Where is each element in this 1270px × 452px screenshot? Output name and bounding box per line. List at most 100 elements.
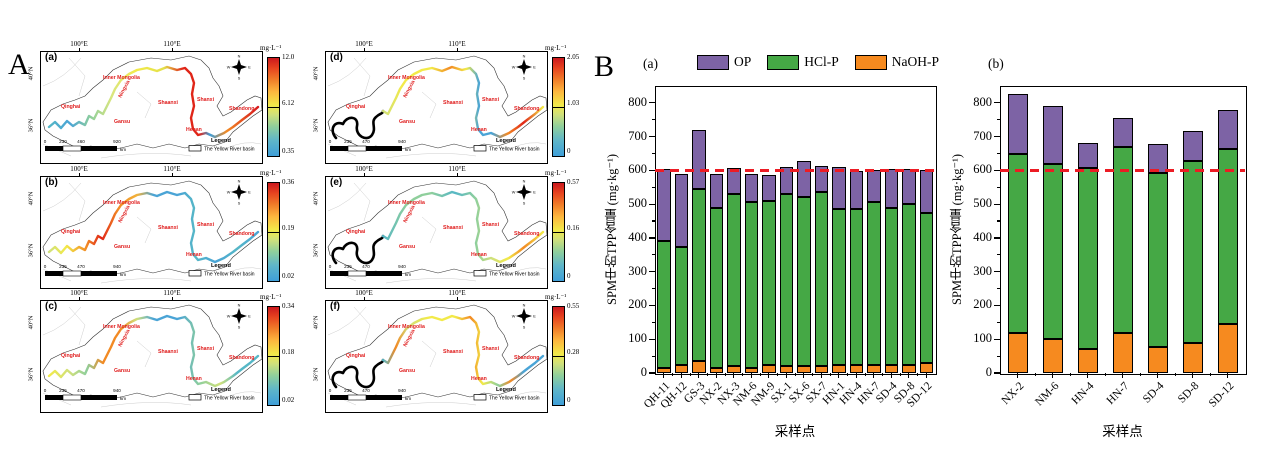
map-panel-label: (e) <box>330 177 343 188</box>
svg-text:Legend: Legend <box>211 387 231 393</box>
bar-segment-naoh-p <box>762 364 776 373</box>
map-panel-a: 100°E 110°E 40°N 36°N Qinghai Gansu Inner … <box>16 40 312 164</box>
map-panel-label: (f) <box>330 301 340 312</box>
lon-tick-mark <box>79 297 80 300</box>
bar-segment-hcl-p <box>727 194 741 367</box>
neighbor-boundary-line <box>42 182 82 212</box>
region-label: Shandong <box>514 231 539 237</box>
lon-tick-mark <box>457 297 458 300</box>
yellow-river-basin-outline <box>42 304 263 400</box>
bar-segment-hcl-p <box>832 208 846 365</box>
colorbar-mid-label: 1.03 <box>567 99 580 107</box>
region-label: Shandong <box>514 106 539 112</box>
bar-segment-op <box>867 170 881 203</box>
x-minor-tick-mark <box>882 373 883 376</box>
lon-tick-mark <box>457 48 458 51</box>
bar-segment-hcl-p <box>814 192 828 367</box>
region-label: Henan <box>471 376 487 382</box>
neighbor-boundary-line <box>511 391 547 398</box>
colorbar <box>267 182 280 282</box>
bar-segment-op <box>832 167 846 209</box>
colorbar-mid-tick <box>268 107 279 108</box>
legend-item-naoh-p: NaOH-P <box>854 54 939 70</box>
scale-bar-tick-label: 0 <box>44 388 47 393</box>
x-tick-mark <box>820 373 822 378</box>
neighbor-boundary-line <box>421 91 437 119</box>
x-tick-mark <box>925 373 927 378</box>
scale-bar-tick-label: 235 <box>344 264 352 269</box>
svg-text:The Yellow River basin: The Yellow River basin <box>204 146 255 152</box>
y-tick-label: 500 <box>628 196 647 211</box>
svg-text:W: W <box>512 191 516 195</box>
reference-line-600 <box>655 169 935 172</box>
y-tick-mark <box>649 304 655 307</box>
neighbor-boundary-line <box>42 306 82 336</box>
x-tick-mark <box>785 373 787 378</box>
y-tick-mark <box>996 287 1000 290</box>
colorbar-mid-label: 0.19 <box>282 224 295 232</box>
y-tick-label: 600 <box>628 162 647 177</box>
lon-tick-label: 100°E <box>70 289 88 297</box>
svg-text:Legend: Legend <box>496 263 516 269</box>
x-minor-tick-mark <box>1034 373 1036 376</box>
bar-segment-hcl-p <box>779 194 793 366</box>
scale-bar-tick-label: 0 <box>44 139 47 144</box>
colorbar-mid-label: 0.28 <box>567 348 580 356</box>
y-tick-mark <box>649 136 655 138</box>
bar-segment-op <box>744 174 758 203</box>
colorbar-unit: mg·L⁻¹ <box>260 169 282 177</box>
region-label: Qinghai <box>61 104 81 110</box>
y-tick-label: 300 <box>973 263 992 278</box>
scale-bar-tick-label: 0 <box>329 388 332 393</box>
compass-rose-icon: N E S W <box>512 55 537 81</box>
x-minor-tick-mark <box>812 373 813 376</box>
y-tick-mark <box>651 186 655 188</box>
lon-tick-mark <box>79 48 80 51</box>
region-label: Gansu <box>114 244 130 250</box>
region-label: Shanxi <box>482 346 500 352</box>
y-tick-mark <box>994 338 1000 340</box>
region-label: Shanxi <box>197 97 215 103</box>
bar-segment-naoh-p <box>902 364 916 373</box>
bar-chart-a: (a) OP HCl-P NaOH-P SPM中的TPP含量 (mg·kg⁻¹) 0 100… <box>600 48 945 452</box>
basin-legend-swatch <box>473 270 487 277</box>
svg-text:Legend: Legend <box>211 263 231 269</box>
bar-segment-naoh-p <box>657 367 671 373</box>
bar-chart-b: (b) SPM中的TPP含量 (mg·kg⁻¹) 0 100 200 300 400 500 6… <box>945 48 1270 452</box>
scale-bar-tick-label: 235 <box>344 139 352 144</box>
svg-text:W: W <box>512 315 516 319</box>
y-tick-label: 400 <box>628 229 647 244</box>
scale-bar-unit: km <box>405 396 411 401</box>
yellow-river-basin-outline <box>42 180 263 276</box>
x-minor-tick-mark <box>672 373 673 376</box>
scale-bar-unit: km <box>405 272 411 277</box>
x-minor-tick-mark <box>847 373 848 376</box>
y-tick-label: 800 <box>973 94 992 109</box>
y-tick-mark <box>996 152 1000 155</box>
bar-segment-naoh-p <box>867 364 881 373</box>
colorbar-mid-tick <box>268 356 279 357</box>
x-minor-tick-mark <box>864 373 866 376</box>
x-tick-mark <box>663 373 665 378</box>
x-tick-mark <box>1121 373 1124 378</box>
svg-text:Legend: Legend <box>496 138 516 144</box>
scale-bar-tick-label: 235 <box>59 388 67 393</box>
region-label: Henan <box>186 376 202 382</box>
region-label: Henan <box>471 127 487 133</box>
svg-text:N: N <box>523 180 526 184</box>
x-minor-tick-mark <box>724 373 726 376</box>
region-label: Qinghai <box>61 353 81 359</box>
lon-tick-label: 110°E <box>448 40 466 48</box>
y-tick-mark <box>651 355 655 357</box>
bar-segment-op <box>1147 144 1168 173</box>
y-tick-mark <box>649 372 655 374</box>
map-panel-c: 100°E 110°E 40°N 36°N Qinghai Gansu Inner … <box>16 289 312 413</box>
y-tick-label: 400 <box>973 229 992 244</box>
neighbor-boundary-line <box>385 278 477 284</box>
colorbar-min-label: 0.02 <box>282 272 295 280</box>
neighbor-boundary-line <box>327 182 367 212</box>
y-tick-label: 700 <box>628 128 647 143</box>
region-label: Gansu <box>399 368 415 374</box>
lon-tick-label: 110°E <box>163 165 181 173</box>
